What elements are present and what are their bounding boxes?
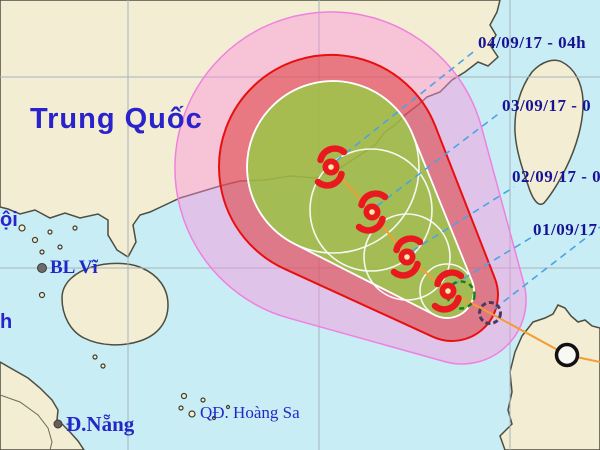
- date-label-0209: 02/09/17 - 0: [512, 167, 600, 186]
- land-hainan: [61, 262, 169, 346]
- past-position-black-circle: [554, 342, 580, 368]
- uncertainty-circles: [246, 80, 475, 319]
- danang-marker-dot: [53, 419, 63, 429]
- date-label-0109: 01/09/17: [533, 220, 598, 239]
- blvi-marker-dot: [37, 263, 47, 273]
- islets-hoangsa: [92, 354, 231, 421]
- islets-china-coast: [18, 224, 78, 299]
- label-trung-quoc: Trung Quốc: [30, 103, 203, 135]
- date-label-0409: 04/09/17 - 04h: [478, 33, 587, 52]
- label-left-partial-2: h: [0, 311, 13, 333]
- label-hoangsa: QĐ. Hoàng Sa: [200, 403, 300, 422]
- land-taiwan: [514, 59, 584, 205]
- past-position-purple-circle: [478, 301, 502, 325]
- label-left-partial-1: ội: [0, 209, 18, 231]
- label-blvi: BL Vĩ: [50, 257, 98, 278]
- label-danang: Đ.Nẵng: [66, 412, 135, 436]
- vietnam-border-line: [0, 394, 53, 450]
- current-wind-circle: [446, 280, 476, 310]
- date-label-0309: 03/09/17 - 0: [502, 96, 592, 115]
- date-connector-lines: [335, 48, 600, 310]
